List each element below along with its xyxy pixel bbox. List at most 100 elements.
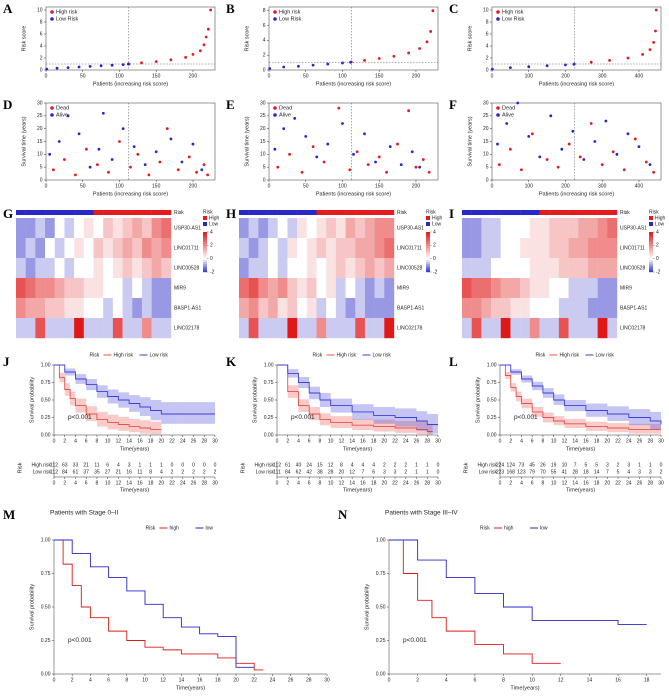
- risk-annotation: [549, 210, 560, 215]
- risk-annotation: [45, 210, 55, 215]
- heat-cell: [161, 318, 172, 339]
- heat-cell: [462, 218, 472, 239]
- y-tick-label: 30: [483, 100, 489, 106]
- heat-cell: [510, 258, 521, 279]
- panel-letter: N: [338, 507, 348, 522]
- y-tick-label: 0.25: [41, 415, 51, 421]
- point: [589, 122, 593, 125]
- x-tick-label: 100: [525, 73, 534, 79]
- heat-cell: [520, 218, 531, 239]
- x-tick-label: 4: [74, 480, 77, 486]
- risk-count: 0: [437, 462, 440, 468]
- colorbar-step: [426, 248, 430, 251]
- risk-row-label: Low risk: [256, 469, 275, 475]
- point: [560, 147, 564, 151]
- legend-marker: [273, 106, 277, 110]
- survival-curve: [500, 364, 662, 425]
- risk-row-label: High risk: [32, 462, 52, 468]
- heat-cell: [297, 318, 308, 339]
- heat-cell: [568, 238, 579, 259]
- heat-cell: [462, 258, 472, 279]
- legend-marker: [273, 17, 277, 21]
- x-tick-label: 16: [583, 438, 589, 444]
- heat-cell: [83, 238, 94, 259]
- x-tick-label: 200: [561, 183, 570, 189]
- legend-label: Low risk: [150, 352, 169, 358]
- legend-label: Low risk: [373, 352, 392, 358]
- risk-annotation: [151, 210, 162, 215]
- risk-count: 2: [394, 462, 397, 468]
- y-tick-label: 30: [260, 100, 266, 106]
- x-tick-label: 0: [53, 480, 56, 486]
- risk-count: 2: [171, 469, 174, 475]
- heat-cell: [491, 258, 501, 279]
- point: [121, 63, 125, 66]
- point: [99, 64, 103, 68]
- point: [101, 111, 105, 115]
- colorbar-step: [649, 240, 653, 243]
- risk-count: 24: [306, 462, 312, 468]
- point: [315, 155, 319, 159]
- x-tick-label: 6: [85, 438, 88, 444]
- point: [209, 8, 212, 12]
- heat-cell: [83, 218, 94, 239]
- point: [158, 160, 162, 164]
- heat-cell: [64, 258, 75, 279]
- heat-cell: [345, 318, 356, 339]
- y-tick-label: 0.75: [264, 380, 274, 386]
- risk-count: 0: [214, 462, 217, 468]
- point: [154, 150, 158, 154]
- legend-marker: [50, 10, 54, 14]
- colorbar-step: [649, 264, 653, 267]
- heat-cell: [355, 278, 366, 299]
- heat-cell: [103, 218, 114, 239]
- heat-cell: [520, 238, 531, 259]
- point: [363, 132, 366, 136]
- heat-cell: [529, 318, 540, 339]
- point: [355, 150, 359, 154]
- row-label: USP30-AS1: [620, 225, 647, 231]
- risk-annotation: [597, 210, 608, 215]
- heat-cell: [578, 318, 589, 339]
- heat-cell: [151, 218, 162, 239]
- risk-count: 2: [181, 469, 184, 475]
- heat-cell: [607, 258, 618, 279]
- point: [556, 165, 560, 169]
- point: [431, 9, 435, 13]
- colorbar-label: 0: [210, 256, 213, 262]
- colorbar-step: [426, 264, 430, 267]
- legend-title: Risk: [426, 209, 436, 215]
- colorbar-step: [426, 252, 430, 255]
- heat-cell: [103, 318, 114, 339]
- y-tick-label: 10: [37, 7, 43, 13]
- colorbar-label: 0: [656, 256, 659, 262]
- annotation-label: Risk: [397, 210, 407, 216]
- y-axis-label: Survival time (years): [244, 116, 250, 166]
- heat-cell: [25, 298, 36, 319]
- point: [311, 145, 315, 149]
- colorbar-label: 4: [210, 229, 213, 235]
- colorbar-step: [426, 262, 430, 265]
- risk-count: 3: [627, 462, 630, 468]
- heat-cell: [316, 298, 327, 319]
- point: [527, 65, 531, 69]
- heat-cell: [103, 238, 114, 259]
- confidence-band: [628, 423, 661, 434]
- x-tick-label: 18: [594, 480, 600, 486]
- point: [187, 155, 191, 159]
- x-tick-label: 12: [116, 438, 122, 444]
- y-tick-label: 4: [40, 43, 43, 49]
- survival-curve: [389, 539, 561, 664]
- y-tick-label: 0.50: [41, 604, 51, 610]
- x-axis-label: Patients (increasing risk score): [539, 191, 614, 197]
- point: [77, 132, 81, 136]
- colorbar-step: [649, 234, 653, 237]
- legend-label: High risk: [114, 352, 134, 358]
- risk-count: 21: [83, 462, 89, 468]
- heat-cell: [462, 278, 472, 299]
- y-tick-label: 8: [40, 19, 43, 25]
- point: [66, 66, 70, 69]
- heat-cell: [258, 218, 269, 239]
- risk-count: 63: [62, 462, 68, 468]
- point: [508, 66, 512, 69]
